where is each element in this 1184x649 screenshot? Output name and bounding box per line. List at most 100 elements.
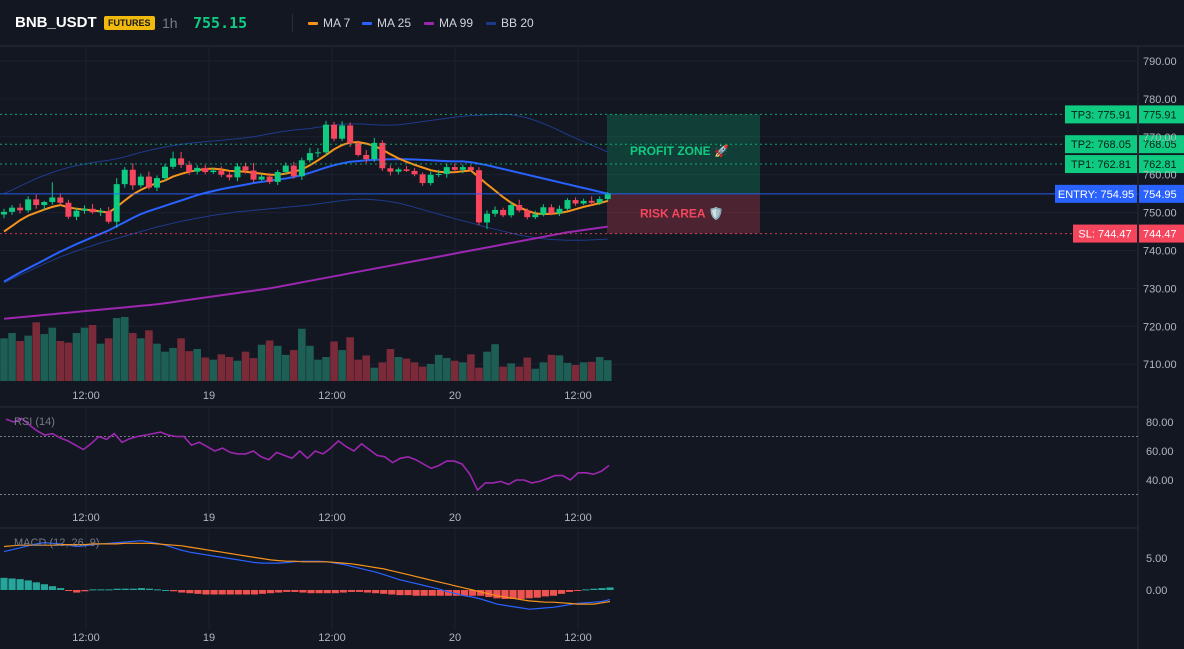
rsi-panel: 80.00 60.00 40.00 RSI (14) (0, 416, 1174, 495)
symbol-name[interactable]: BNB_USDT (15, 14, 97, 31)
volume-bar (418, 366, 427, 381)
volume-bar (547, 354, 556, 381)
candle-body (588, 200, 595, 203)
macd-histogram-bar (40, 584, 48, 590)
time-tick-label: 19 (203, 390, 215, 402)
volume-bar (475, 367, 483, 381)
macd-histogram-bar (218, 590, 226, 595)
candle-body (387, 168, 394, 172)
candle-body (242, 166, 249, 171)
volume-bar (555, 355, 564, 381)
macd-histogram-bar (170, 590, 178, 592)
volume-bar (137, 338, 145, 381)
time-tick-label: 20 (449, 390, 461, 402)
macd-histogram-bar (186, 590, 194, 594)
legend-ma25-label: MA 25 (377, 16, 412, 30)
level-tag-sl (1073, 224, 1137, 243)
candle-body (596, 198, 603, 203)
price-tick-label: 750.00 (1143, 208, 1177, 220)
macd-histogram-bar (105, 589, 113, 591)
candle-body (57, 197, 64, 203)
axes: 790.00 780.00 770.00 760.00 750.00 740.00 730.… (72, 56, 1176, 644)
macd-histogram-bar (525, 590, 533, 599)
candle-body (532, 214, 539, 218)
volume-bar (249, 358, 258, 381)
macd-histogram-bar (307, 590, 315, 594)
candle-body (411, 170, 418, 175)
candle-body (347, 125, 354, 144)
volume-bar (459, 362, 467, 381)
macd-histogram-bar (347, 590, 356, 592)
legend-bb20[interactable]: BB 20 (486, 16, 534, 30)
macd-histogram-bar (242, 590, 250, 595)
level-axis-value-tp3: 775.91 (1143, 109, 1177, 121)
candle-body (314, 152, 321, 154)
candle-body (250, 170, 257, 180)
volume-bar (587, 361, 596, 381)
bb-upper-line (3, 113, 608, 195)
macd-histogram-bar (331, 590, 339, 594)
volume-bar (112, 318, 121, 381)
macd-histogram-bar (283, 590, 291, 592)
volume-bar (225, 357, 234, 381)
macd-histogram-bar (81, 590, 89, 592)
axis-tag-tp3 (1139, 105, 1184, 124)
ma7-swatch (308, 21, 318, 25)
volume-bar (571, 365, 580, 381)
macd-histogram-bar (234, 590, 242, 595)
volume-bar (241, 351, 250, 381)
volume-bar (64, 342, 73, 381)
legend-ma99[interactable]: MA 99 (424, 16, 473, 30)
macd-histogram-bar (0, 577, 8, 590)
macd-histogram-bar (137, 588, 145, 590)
macd-histogram-bar (113, 588, 121, 590)
rsi-tick-label: 60.00 (1146, 446, 1174, 458)
level-tag-tp3 (1065, 105, 1137, 124)
moving-averages (3, 141, 609, 320)
candle-body (218, 170, 225, 175)
volume-bar (346, 337, 354, 381)
level-label-tp2: TP2: 768.05 (1071, 139, 1131, 151)
volume-bar (193, 349, 201, 381)
macd-histogram-bar (372, 590, 380, 594)
legend-ma7-label: MA 7 (323, 16, 351, 30)
time-tick-label: 20 (449, 512, 461, 524)
candlesticks[interactable] (1, 120, 611, 229)
rsi-title: RSI (14) (14, 416, 55, 428)
macd-tick-label: 0.00 (1146, 585, 1167, 597)
candle-body (258, 176, 265, 180)
volume-bar (104, 338, 113, 381)
macd-histogram-bar (162, 590, 170, 591)
volume-bar (402, 358, 411, 381)
macd-histogram-bar (129, 588, 137, 590)
volume-bar (354, 359, 362, 381)
candle-body (25, 199, 32, 211)
legend-ma7[interactable]: MA 7 (308, 16, 350, 30)
macd-histogram-bar (557, 590, 566, 594)
candle-body (234, 166, 241, 178)
macd-signal-line (3, 542, 611, 605)
candle-body (137, 176, 144, 186)
time-tick-label: 19 (203, 512, 215, 524)
candle-body (459, 167, 466, 170)
volume-bar (330, 341, 338, 381)
candle-body (339, 125, 346, 139)
volume-bar (442, 358, 451, 381)
candle-body (604, 193, 611, 199)
volume-bar (24, 335, 32, 381)
candle-body (355, 143, 362, 155)
macd-histogram-bar (226, 590, 234, 595)
price-tick-label: 710.00 (1143, 359, 1177, 371)
timeframe-label[interactable]: 1h (162, 15, 178, 31)
volume-bar (507, 363, 515, 381)
macd-histogram-bar (65, 590, 73, 591)
macd-histogram-bar (388, 590, 396, 595)
legend-ma25[interactable]: MA 25 (362, 16, 411, 30)
time-tick-label: 12:00 (318, 512, 346, 524)
macd-histogram-bar (590, 588, 598, 590)
macd-histogram-bar (509, 590, 517, 599)
candle-body (1, 211, 7, 215)
macd-histogram-bar (73, 590, 81, 593)
trade-levels[interactable]: TP3: 775.91 775.91 TP2: 768.05 768.05 TP1: 7… (0, 105, 1184, 243)
